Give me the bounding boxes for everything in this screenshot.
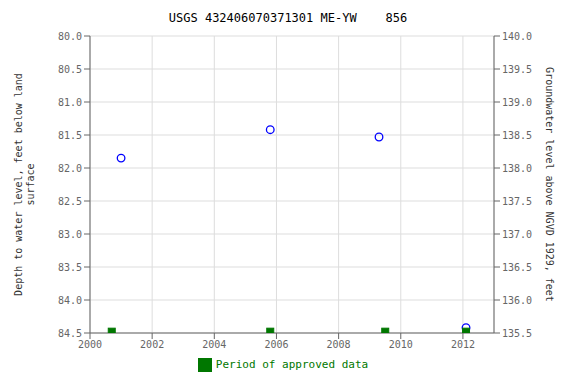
svg-text:137.0: 137.0 [502, 229, 532, 240]
svg-text:82.0: 82.0 [58, 163, 82, 174]
svg-text:81.0: 81.0 [58, 97, 82, 108]
svg-text:139.5: 139.5 [502, 64, 532, 75]
html-text:Period of approved data: Period of approved data [215, 358, 369, 371]
svg-text:139.0: 139.0 [502, 97, 532, 108]
svg-text:135.5: 135.5 [502, 328, 532, 339]
svg-text:83.5: 83.5 [58, 262, 82, 273]
svg-text:83.0: 83.0 [58, 229, 82, 240]
svg-text:2000: 2000 [78, 339, 102, 350]
svg-text:140.0: 140.0 [502, 31, 532, 42]
svg-text:2004: 2004 [202, 339, 226, 350]
svg-text:2002: 2002 [140, 339, 164, 350]
svg-text:Groundwater level above NGVD 1: Groundwater level above NGVD 1929, feet [544, 67, 555, 302]
svg-text:137.5: 137.5 [502, 196, 532, 207]
svg-text:138.0: 138.0 [502, 163, 532, 174]
svg-text:82.5: 82.5 [58, 196, 82, 207]
html-text:USGS 432406070371301 ME-YW 856: USGS 432406070371301 ME-YW 856 [168, 11, 408, 25]
svg-text:84.5: 84.5 [58, 328, 82, 339]
svg-text:Depth to water level, feet bel: Depth to water level, feet below landsur… [13, 73, 36, 296]
svg-text:2006: 2006 [264, 339, 288, 350]
svg-text:136.5: 136.5 [502, 262, 532, 273]
svg-text:2012: 2012 [451, 339, 475, 350]
svg-text:81.5: 81.5 [58, 130, 82, 141]
svg-text:84.0: 84.0 [58, 295, 82, 306]
svg-text:138.5: 138.5 [502, 130, 532, 141]
svg-text:2010: 2010 [389, 339, 413, 350]
svg-text:2008: 2008 [327, 339, 351, 350]
svg-text:80.0: 80.0 [58, 31, 82, 42]
svg-text:136.0: 136.0 [502, 295, 532, 306]
svg-text:80.5: 80.5 [58, 64, 82, 75]
